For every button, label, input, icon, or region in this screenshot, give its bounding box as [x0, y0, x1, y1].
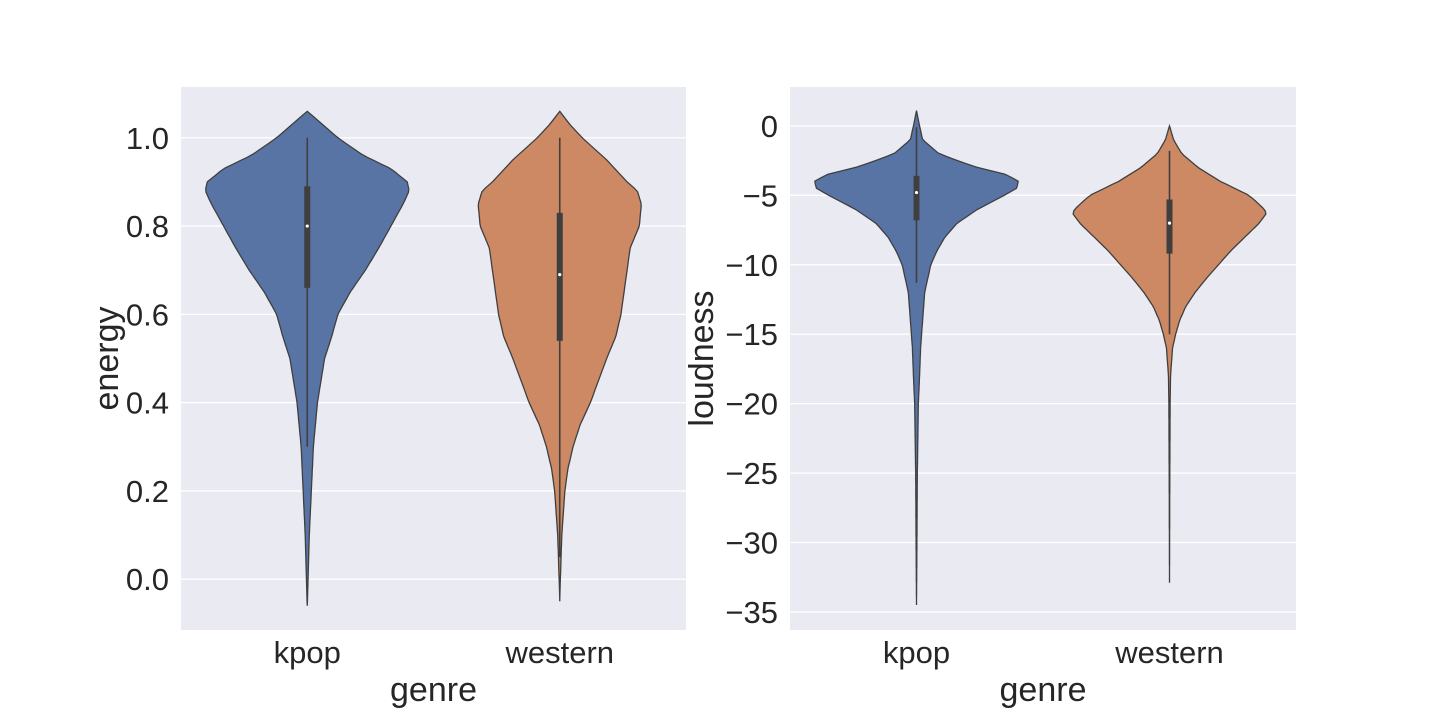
y-tick-label: 1.0 — [126, 121, 169, 156]
y-tick-label: −10 — [725, 248, 778, 283]
y-tick-label: −30 — [725, 526, 778, 561]
chart-panel-loudness: −35 −30 −25 −20 −15 −10 −5 0 kpop western genre lou… — [683, 87, 1296, 709]
x-axis-label: genre — [1000, 671, 1087, 709]
y-tick-label: −35 — [725, 595, 778, 630]
violin-median-kpop — [305, 224, 309, 228]
y-tick-label: 0.8 — [126, 209, 169, 244]
y-tick-label: 0.6 — [126, 297, 169, 332]
violin-median-western — [1167, 221, 1172, 225]
chart-panel-energy: 0.0 0.2 0.4 0.6 0.8 1.0 kpop western genre energy — [88, 87, 686, 709]
y-tick-label: 0.4 — [126, 386, 169, 421]
x-tick-label: western — [504, 635, 614, 670]
violin-iqr-box-western — [1166, 199, 1173, 254]
y-tick-label: 0.0 — [126, 562, 169, 597]
x-tick-label: kpop — [883, 635, 950, 670]
y-tick-label: 0.2 — [126, 474, 169, 509]
violin-iqr-box-western — [556, 212, 563, 341]
y-tick-label: −15 — [725, 317, 778, 352]
y-axis-label: energy — [88, 307, 126, 411]
y-axis-label: loudness — [683, 290, 721, 426]
y-tick-label: −25 — [725, 456, 778, 491]
violin-median-western — [558, 273, 562, 277]
x-tick-label: western — [1114, 635, 1224, 670]
violin-kpop — [814, 110, 1019, 605]
violin-western — [1072, 123, 1267, 583]
x-axis-label: genre — [390, 671, 477, 709]
y-tick-label: 0 — [761, 109, 778, 144]
y-tick-label: −5 — [743, 178, 778, 213]
violin-median-kpop — [914, 190, 919, 195]
x-tick-label: kpop — [274, 635, 341, 670]
violin-iqr-box-kpop — [913, 175, 920, 221]
violin-iqr-box-kpop — [304, 186, 311, 288]
y-tick-label: −20 — [725, 387, 778, 422]
